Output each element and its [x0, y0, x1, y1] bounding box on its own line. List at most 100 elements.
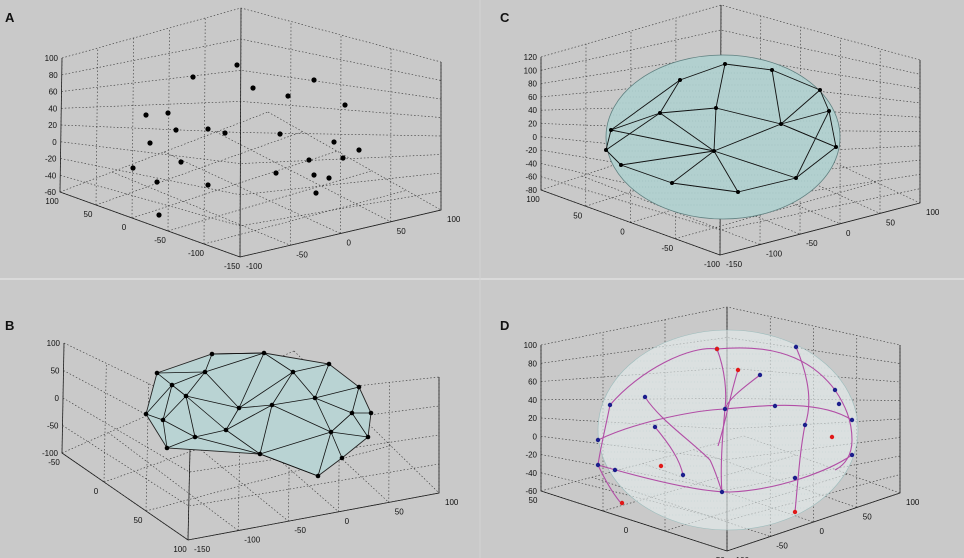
- grid-line: [540, 79, 921, 104]
- mesh-vertex: [315, 473, 321, 479]
- mesh-edge: [330, 412, 353, 433]
- z-tick-label: -80: [525, 186, 537, 195]
- mesh-edge: [156, 372, 173, 386]
- right-axis-tick-label: 50: [863, 513, 872, 522]
- scatter-point: [342, 102, 348, 108]
- right-axis-tick-label: 100: [926, 208, 940, 217]
- electrode-point: [722, 406, 728, 412]
- sphere-vertex: [770, 68, 774, 72]
- grid-line: [108, 432, 239, 531]
- mesh-surface: [145, 352, 372, 477]
- z-tick-label: -20: [525, 146, 537, 155]
- mesh-edge: [351, 412, 369, 438]
- electrode-point: [607, 402, 613, 408]
- mesh-edge: [185, 395, 227, 431]
- electrode-point: [802, 422, 808, 428]
- scatter-point: [143, 112, 149, 118]
- electrode-point: [793, 344, 799, 350]
- right-axis-tick-label: -50: [294, 526, 306, 535]
- z-tick-label: 20: [48, 121, 57, 130]
- z-tick-label: 100: [524, 341, 538, 350]
- mesh-edge: [351, 386, 360, 414]
- electrode-point: [680, 472, 686, 478]
- right-axis-tick-label: -50: [296, 250, 308, 259]
- sphere-vertex: [609, 128, 613, 132]
- mesh-vertex: [223, 427, 229, 433]
- z-tick-label: 20: [528, 120, 537, 129]
- panel-c-sphere-mesh: [604, 54, 841, 220]
- scatter-point: [130, 165, 136, 171]
- highlight-point: [792, 509, 798, 515]
- left-axis-tick-label: -50: [713, 556, 725, 558]
- left-axis-tick-label: 50: [134, 516, 143, 525]
- mesh-vertex: [261, 350, 267, 356]
- mesh-edge: [238, 371, 294, 409]
- sphere-vertex: [736, 190, 740, 194]
- mesh-edge: [271, 397, 316, 406]
- mesh-vertex: [339, 455, 345, 461]
- grid-line: [62, 425, 440, 507]
- sphere-edge: [610, 79, 681, 131]
- grid-line: [59, 191, 442, 258]
- z-tick-label: 80: [528, 80, 537, 89]
- panel-d-z-ticks: 100 80 60 40 20 0 -20 -40 -60: [524, 341, 538, 496]
- scatter-point: [277, 131, 283, 137]
- scatter-point: [205, 126, 211, 132]
- mesh-edge: [317, 431, 332, 477]
- right-axis-tick-label: 50: [397, 227, 406, 236]
- sphere-edge: [771, 69, 782, 125]
- connecting-curve: [724, 374, 761, 410]
- mesh-vertex: [160, 417, 166, 423]
- mesh-edge: [166, 436, 196, 449]
- right-axis-tick-label: 100: [445, 498, 459, 507]
- left-axis-tick-label: 50: [529, 496, 538, 505]
- left-axis-tick-label: 0: [620, 228, 625, 237]
- left-axis-tick-label: 50: [573, 211, 582, 220]
- sphere-edge: [780, 89, 821, 125]
- electrode-point: [849, 452, 855, 458]
- z-tick-label: -40: [525, 469, 537, 478]
- panel-d-right-ticks: 100 50 0 -50 -100: [733, 498, 920, 558]
- sphere-surface: [605, 54, 841, 220]
- sphere-edge: [795, 146, 837, 179]
- grid-line: [799, 26, 801, 235]
- mesh-vertex: [236, 405, 242, 411]
- mesh-vertex: [192, 434, 198, 440]
- scatter-point: [326, 175, 332, 181]
- z-tick-label: -50: [47, 422, 59, 431]
- mesh-vertex: [328, 429, 334, 435]
- grid-line: [340, 34, 342, 234]
- sphere-edge: [610, 129, 715, 152]
- mesh-vertex: [257, 451, 263, 457]
- z-tick-label: 100: [47, 339, 61, 348]
- grid-line: [163, 151, 341, 234]
- z-tick-label: -40: [45, 171, 57, 180]
- scatter-point: [156, 212, 162, 218]
- panel-a-scatter-points: [130, 62, 362, 218]
- mesh-vertex: [365, 434, 371, 440]
- sphere-edge: [771, 69, 821, 91]
- sphere-edge: [828, 110, 837, 148]
- z-tick-label: 80: [49, 71, 58, 80]
- connecting-curve: [717, 369, 739, 447]
- scatter-point: [147, 140, 153, 146]
- panel-b-triangulated-mesh: [143, 350, 374, 479]
- mesh-edge: [271, 404, 332, 433]
- left-axis-tick-label: 100: [526, 195, 540, 204]
- grid-line: [61, 452, 440, 541]
- left-axis-tick-label: -100: [188, 249, 205, 258]
- grid-line: [95, 47, 99, 206]
- scatter-point: [306, 157, 312, 163]
- highlight-point: [619, 500, 625, 506]
- sphere-edge: [713, 150, 797, 179]
- electrode-point: [772, 403, 778, 409]
- panel-c: C 120 100 80 60 40 20 0 -20 -40 -60 -80 100 50 0 -50 -…: [500, 4, 940, 269]
- left-axis-tick-label: 0: [624, 526, 629, 535]
- connecting-curve: [654, 426, 684, 476]
- highlight-point: [735, 367, 741, 373]
- grid-line: [293, 350, 440, 494]
- z-tick-label: -60: [525, 487, 537, 496]
- connecting-curve: [644, 396, 723, 493]
- electrode-point: [792, 475, 798, 481]
- panel-d-left-ticks: 50 0 -50: [529, 496, 726, 558]
